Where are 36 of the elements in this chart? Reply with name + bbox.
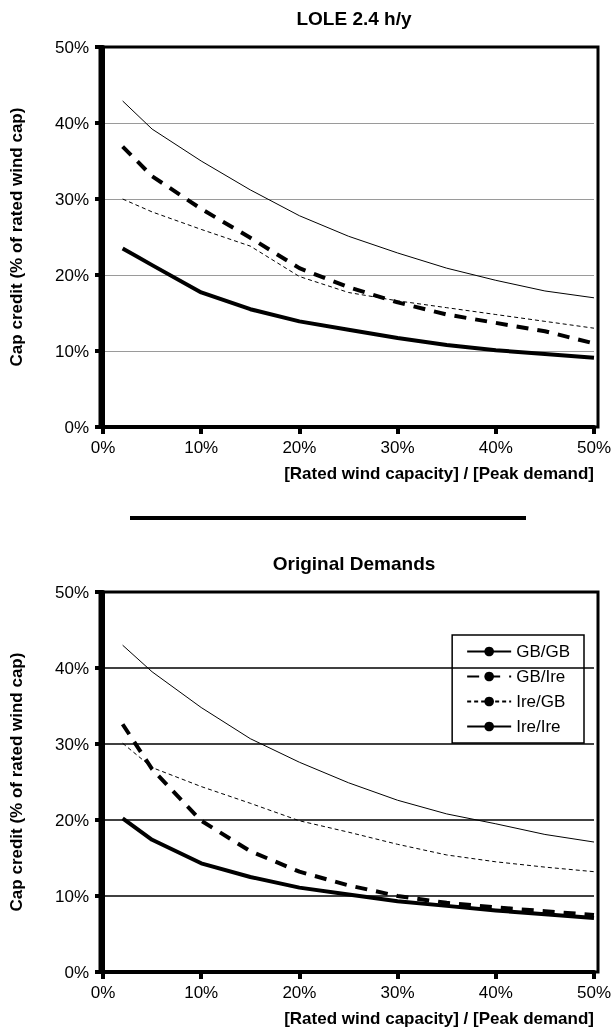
x-tick-label: 40%	[478, 983, 513, 1002]
x-axis-title: [Rated wind capacity] / [Peak demand]	[284, 464, 594, 483]
y-tick-label: 0%	[64, 417, 89, 437]
x-tick-label: 0%	[90, 983, 116, 1002]
x-tick-label: 20%	[282, 438, 317, 457]
y-tick-label: 40%	[54, 658, 89, 678]
legend-label: Ire/Ire	[516, 717, 561, 736]
line-series	[122, 100, 595, 299]
y-axis-title: Cap credit (% of rated wind cap)	[7, 107, 26, 367]
x-tick-label: 30%	[380, 983, 415, 1002]
legend-label: GB/GB	[516, 642, 571, 661]
y-tick-label: 10%	[54, 341, 89, 361]
y-tick-label: 0%	[64, 962, 89, 982]
x-tick-label: 10%	[184, 983, 219, 1002]
x-tick-label: 20%	[282, 983, 317, 1002]
legend-label: Ire/GB	[516, 692, 566, 711]
y-tick-label: 50%	[54, 37, 89, 57]
x-tick-label: 10%	[184, 438, 219, 457]
y-tick-label: 30%	[54, 189, 89, 209]
x-tick-label: 30%	[380, 438, 415, 457]
legend-label: GB/Ire	[516, 667, 566, 686]
chart-title: LOLE 2.4 h/y	[296, 8, 412, 29]
y-tick-label: 20%	[54, 810, 89, 830]
x-tick-label: 50%	[576, 438, 611, 457]
y-tick-label: 30%	[54, 734, 89, 754]
y-tick-label: 10%	[54, 886, 89, 906]
x-axis-title: [Rated wind capacity] / [Peak demand]	[284, 1009, 594, 1028]
y-axis-title: Cap credit (% of rated wind cap)	[7, 652, 26, 912]
y-tick-label: 50%	[54, 582, 89, 602]
y-tick-label: 40%	[54, 113, 89, 133]
chart-title: Original Demands	[272, 553, 436, 574]
x-tick-label: 0%	[90, 438, 116, 457]
y-tick-label: 20%	[54, 265, 89, 285]
x-tick-label: 40%	[478, 438, 513, 457]
x-tick-label: 50%	[576, 983, 611, 1002]
line-series	[120, 246, 596, 360]
